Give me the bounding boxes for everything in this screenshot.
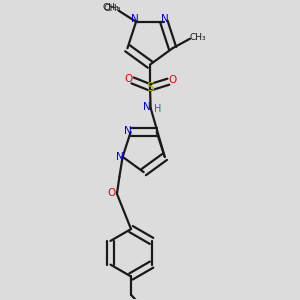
Text: CH₃: CH₃ <box>190 33 206 42</box>
Text: O: O <box>124 74 133 84</box>
Text: CH₃: CH₃ <box>103 4 121 13</box>
Text: N: N <box>161 14 168 24</box>
Text: CH₃: CH₃ <box>103 3 119 12</box>
Text: O: O <box>107 188 116 198</box>
Text: S: S <box>146 81 154 94</box>
Text: N: N <box>124 125 131 136</box>
Text: N: N <box>130 14 138 24</box>
Text: N: N <box>143 102 151 112</box>
Text: N: N <box>116 152 123 162</box>
Text: O: O <box>168 75 177 85</box>
Text: H: H <box>154 104 161 114</box>
